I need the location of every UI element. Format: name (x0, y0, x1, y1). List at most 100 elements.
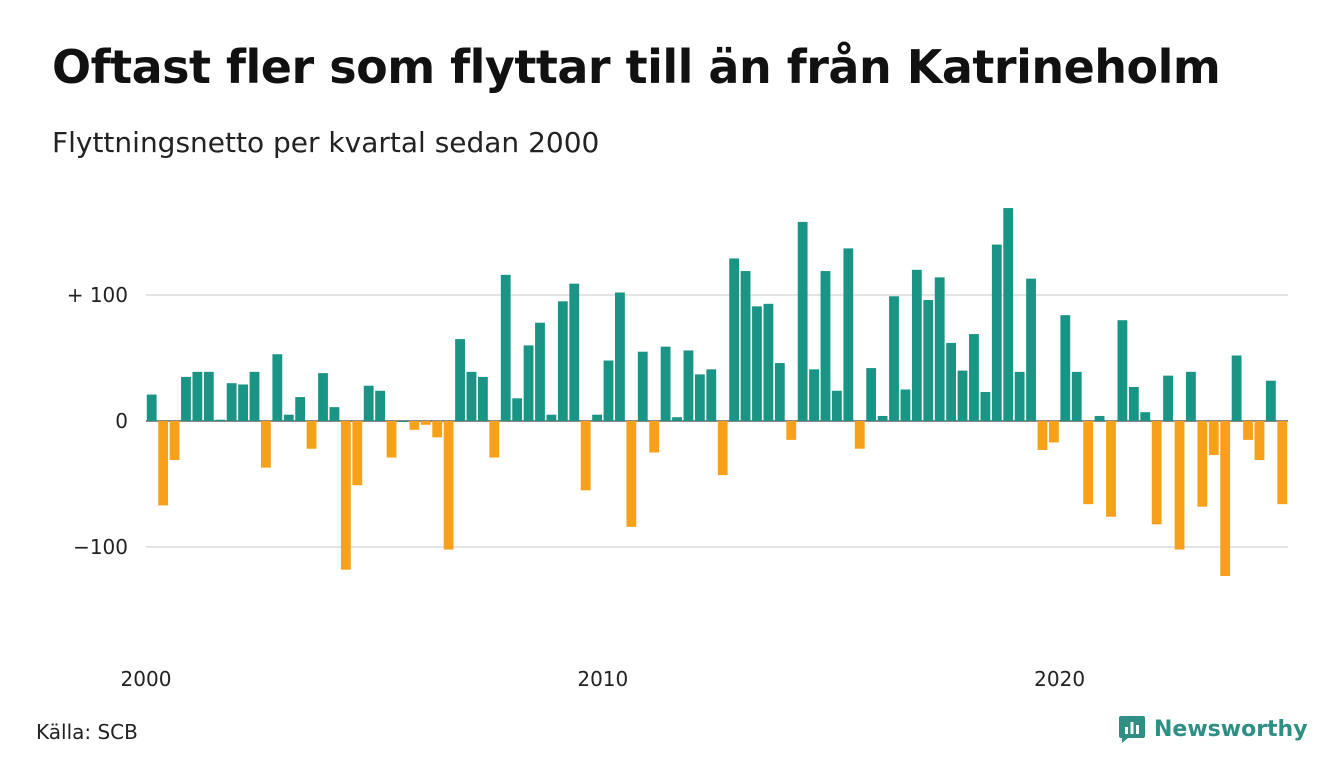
bar-2002K1 (238, 384, 248, 421)
bar-2020K3 (1083, 421, 1094, 505)
bar-2006K3 (443, 421, 454, 550)
bar-2022K3 (1174, 421, 1185, 550)
bar-2009K2 (569, 283, 580, 421)
bar-2017K1 (923, 300, 934, 421)
bar-2019K4 (1048, 421, 1059, 443)
bar-2019K3 (1037, 421, 1048, 450)
bar-2004K2 (340, 421, 351, 570)
x-axis-ticks: 2000 2010 2020 (121, 667, 1086, 691)
bar-2004K1 (329, 407, 340, 421)
bar-2012K2 (706, 369, 717, 421)
bar-2019K2 (1026, 278, 1036, 421)
bar-2011K3 (672, 417, 682, 421)
y-tick-label: + 100 (67, 283, 128, 307)
bar-2012K4 (729, 258, 740, 421)
bar-2024K2 (1254, 421, 1265, 461)
gridlines (146, 294, 1288, 548)
bar-2000K3 (169, 421, 180, 461)
bar-2002K3 (261, 421, 271, 468)
bar-2015K2 (843, 248, 854, 421)
x-tick-label: 2010 (577, 667, 628, 691)
bar-2003K2 (295, 397, 306, 421)
bar-2009K3 (580, 421, 591, 491)
bar-2022K1 (1151, 421, 1162, 525)
bar-2003K1 (283, 414, 294, 421)
bar-2010K2 (615, 292, 625, 421)
bar-2008K1 (512, 398, 523, 421)
bar-2001K4 (226, 383, 237, 421)
bar-2023K4 (1231, 355, 1242, 421)
bar-2010K3 (626, 421, 637, 527)
bar-2011K4 (683, 350, 694, 421)
bar-chart: + 100 0 −100 2000 2010 2020 (67, 208, 1288, 691)
bar-2000K4 (181, 376, 191, 421)
bar-2015K1 (832, 390, 842, 421)
bar-2015K3 (854, 421, 865, 449)
bar-2021K2 (1117, 320, 1128, 421)
y-axis-ticks: + 100 0 −100 (67, 283, 128, 559)
bar-2000K2 (158, 421, 169, 506)
bar-2018K3 (991, 244, 1002, 421)
bar-2023K2 (1208, 421, 1219, 456)
bar-2020K2 (1071, 371, 1082, 421)
bar-2008K3 (535, 322, 545, 421)
bar-2003K3 (306, 421, 317, 449)
bar-2005K4 (409, 421, 420, 430)
bar-2021K1 (1106, 421, 1116, 517)
bar-2013K3 (763, 303, 774, 421)
bar-2001K3 (215, 419, 226, 421)
bar-2004K4 (363, 385, 374, 421)
bar-2011K1 (649, 421, 660, 453)
x-tick-label: 2000 (121, 667, 172, 691)
bar-2019K1 (1014, 371, 1025, 421)
bar-2010K4 (637, 351, 648, 421)
bar-2018K2 (980, 392, 991, 421)
bar-chart-logo-icon (1119, 716, 1145, 743)
bar-2005K3 (398, 421, 408, 422)
bar-2000K1 (146, 394, 157, 421)
bar-2014K2 (797, 221, 808, 421)
brand-logo: Newsworthy (1118, 714, 1308, 744)
brand-name: Newsworthy (1154, 716, 1308, 742)
bar-2010K1 (603, 360, 614, 421)
bar-2022K4 (1186, 371, 1196, 421)
bar-2017K3 (946, 342, 957, 421)
chart-subtitle: Flyttningsnetto per kvartal sedan 2000 (52, 126, 600, 159)
bar-2018K1 (969, 334, 979, 421)
bar-2020K4 (1094, 415, 1105, 421)
bar-2016K3 (900, 389, 911, 421)
bar-2013K2 (752, 306, 762, 421)
bar-2007K2 (477, 376, 488, 421)
bar-2007K1 (466, 371, 477, 421)
bar-2001K1 (192, 371, 203, 421)
bar-2024K3 (1265, 380, 1276, 421)
bar-2007K3 (489, 421, 500, 458)
bar-2012K3 (717, 421, 728, 476)
bar-2009K4 (592, 414, 602, 421)
x-tick-label: 2020 (1034, 667, 1085, 691)
bars (146, 208, 1288, 576)
bar-2002K4 (272, 354, 283, 421)
bar-2005K2 (386, 421, 397, 458)
y-tick-label: −100 (73, 535, 128, 559)
bar-2016K4 (911, 269, 922, 421)
bar-2008K2 (523, 345, 534, 421)
bar-2016K2 (889, 296, 899, 421)
bar-2021K3 (1128, 386, 1139, 421)
bar-2006K2 (432, 421, 443, 438)
bar-2006K1 (420, 421, 431, 425)
bar-2013K1 (740, 271, 751, 421)
bar-2009K1 (557, 301, 568, 421)
bar-2006K4 (455, 339, 465, 421)
bar-2016K1 (877, 415, 888, 421)
bar-2020K1 (1060, 315, 1071, 421)
bar-2014K4 (820, 271, 831, 421)
bar-2007K4 (500, 274, 511, 421)
bar-2004K3 (352, 421, 363, 486)
bar-2011K2 (660, 346, 671, 421)
bar-2024K4 (1277, 421, 1288, 505)
bar-2018K4 (1003, 208, 1014, 421)
bar-2022K2 (1163, 375, 1173, 421)
bar-2008K4 (546, 414, 557, 421)
bar-2012K1 (694, 374, 705, 421)
